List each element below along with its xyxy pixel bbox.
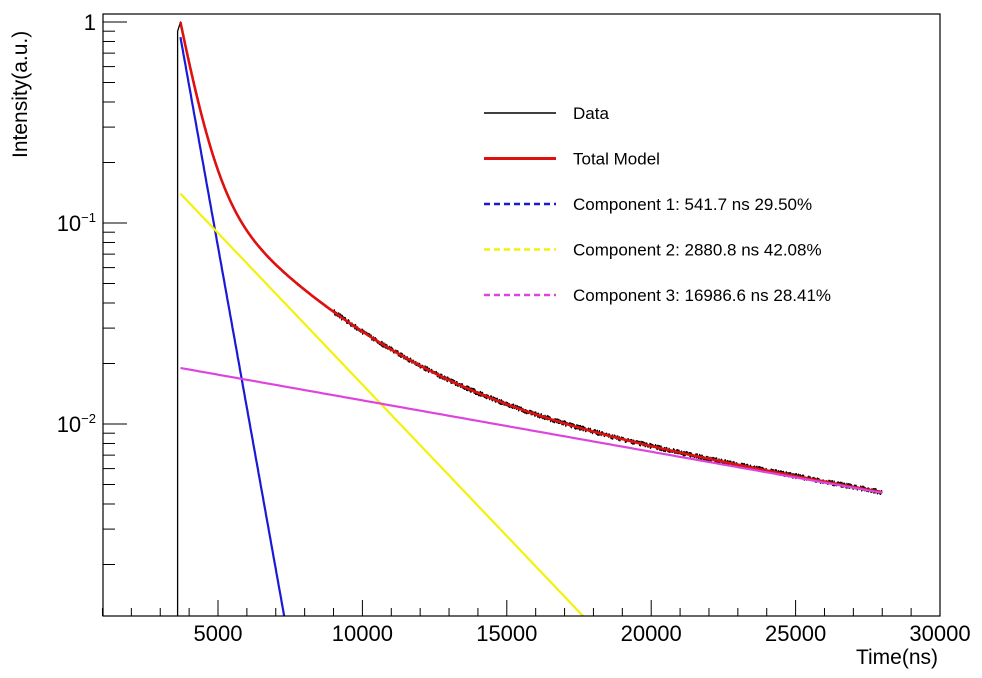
y-tick-label: 10−1: [57, 210, 96, 236]
y-axis: 1 10−1 10−2: [57, 10, 127, 565]
y-tick-label: 10−2: [57, 411, 96, 437]
legend-label-data: Data: [573, 104, 609, 123]
y-tick-label: 1: [84, 10, 96, 35]
legend-label-total-model: Total Model: [573, 150, 660, 169]
x-tick-label: 10000: [332, 621, 393, 646]
series-component-1: [179, 37, 286, 616]
legend-label-component-1: Component 1: 541.7 ns 29.50%: [573, 195, 812, 214]
series-total-model: [179, 21, 884, 494]
legend-label-component-2: Component 2: 2880.8 ns 42.08%: [573, 241, 822, 260]
legend-label-component-3: Component 3: 16986.6 ns 28.41%: [573, 286, 831, 305]
x-tick-label: 25000: [765, 621, 826, 646]
x-tick-label: 15000: [476, 621, 537, 646]
x-axis: 5000 10000 15000 20000 25000 30000: [101, 600, 971, 646]
legend: Data Total Model Component 1: 541.7 ns 29.…: [484, 104, 831, 305]
x-axis-title: Time(ns): [856, 646, 938, 669]
x-tick-label: 5000: [194, 621, 243, 646]
y-axis-title: Intensity(a.u.): [9, 31, 32, 158]
x-tick-label: 20000: [621, 621, 682, 646]
curves-layer: [176, 21, 884, 616]
plot-frame: [102, 13, 941, 617]
x-tick-label: 30000: [909, 621, 970, 646]
series-component-3: [179, 366, 883, 494]
series-component-2: [179, 192, 585, 616]
